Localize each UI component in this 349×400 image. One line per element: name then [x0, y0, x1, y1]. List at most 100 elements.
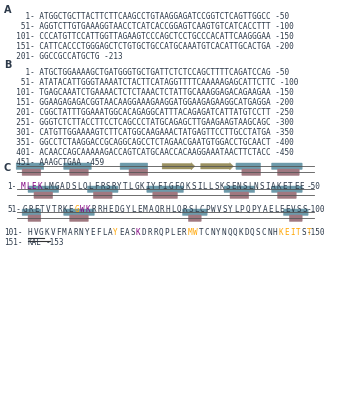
Text: C: C [205, 228, 209, 237]
Text: T: T [52, 205, 56, 214]
Text: I: I [265, 182, 270, 191]
Text: -153: -153 [45, 238, 64, 247]
Text: D: D [142, 228, 146, 237]
FancyBboxPatch shape [22, 169, 41, 176]
Text: P: P [164, 228, 169, 237]
Text: Q: Q [180, 182, 185, 191]
Text: G: G [120, 205, 125, 214]
Text: 101- CCCATGTTCCATTGGTTAGAAGTCCCAGCTCCTGCCCACATTCAAGGGAA -150: 101- CCCATGTTCCATTGGTTAGAAGTCCCAGCTCCTGC… [7, 32, 294, 41]
Text: T: T [307, 228, 312, 237]
FancyBboxPatch shape [147, 186, 183, 192]
Text: L: L [171, 205, 176, 214]
Text: K: K [63, 205, 68, 214]
Text: V: V [34, 228, 38, 237]
Text: K: K [279, 228, 283, 237]
Text: 101- TGAGCAAATCTGAAAACTCTCTAAACTCTATTGCAAAGGAGACAGAAGAA -150: 101- TGAGCAAATCTGAAAACTCTCTAAACTCTATTGCA… [7, 88, 294, 97]
FancyBboxPatch shape [64, 209, 94, 216]
Text: L: L [131, 205, 136, 214]
Text: E: E [285, 205, 290, 214]
Text: T: T [123, 182, 127, 191]
Text: 101-: 101- [5, 228, 23, 237]
Text: F: F [56, 228, 61, 237]
Text: Q: Q [83, 182, 88, 191]
Text: L: L [234, 205, 239, 214]
Text: KAE: KAE [28, 238, 42, 247]
FancyBboxPatch shape [224, 186, 255, 192]
FancyBboxPatch shape [69, 169, 88, 176]
Text: E: E [231, 182, 236, 191]
Text: L: L [43, 182, 48, 191]
Text: S: S [191, 182, 196, 191]
Text: L: L [194, 205, 199, 214]
Text: N: N [210, 228, 215, 237]
FancyBboxPatch shape [289, 215, 302, 222]
Text: E: E [119, 228, 124, 237]
Text: S: S [214, 182, 219, 191]
Text: L: L [26, 182, 31, 191]
Text: R: R [183, 205, 187, 214]
Text: L: L [274, 205, 279, 214]
Text: L: L [128, 182, 133, 191]
FancyBboxPatch shape [28, 215, 41, 222]
Text: A: A [271, 182, 276, 191]
Text: Y: Y [126, 205, 130, 214]
Text: E: E [280, 205, 284, 214]
FancyBboxPatch shape [188, 215, 201, 222]
Text: W: W [211, 205, 216, 214]
Text: K: K [136, 228, 141, 237]
Text: E: E [137, 205, 142, 214]
Text: N: N [237, 182, 242, 191]
Text: H: H [103, 205, 107, 214]
Text: Q: Q [227, 228, 232, 237]
Text: Y: Y [151, 182, 156, 191]
Text: -150: -150 [306, 228, 325, 237]
FancyBboxPatch shape [277, 192, 296, 198]
Text: L: L [170, 228, 175, 237]
Text: M: M [49, 182, 53, 191]
Text: E: E [294, 182, 298, 191]
FancyBboxPatch shape [120, 163, 148, 170]
Text: I: I [146, 182, 150, 191]
Text: W: W [193, 228, 198, 237]
Text: 1- ATGGCTGCTTACTTCTTCAAGCCTGTAAGGAGATCCGGTCTCAGTTGGCC -50: 1- ATGGCTGCTTACTTCTTCAAGCCTGTAAGGAGATCCG… [7, 12, 290, 21]
Text: 251- GGGTCTCTTACCTTCCTCAGCCCTATGCAGAGCTTGAAGAAGTAAGCAGC -300: 251- GGGTCTCTTACCTTCCTCAGCCCTATGCAGAGCTT… [7, 118, 294, 127]
FancyBboxPatch shape [277, 169, 299, 176]
Text: E: E [268, 205, 273, 214]
Text: 151- CATTCACCCTGGGAGCTCTGTGCTGCCATGCAAATGTCACATTGCACTGA -200: 151- CATTCACCCTGGGAGCTCTGTGCTGCCATGCAAAT… [7, 42, 294, 51]
Text: E: E [35, 205, 39, 214]
Text: K: K [86, 205, 90, 214]
Text: V: V [291, 205, 296, 214]
Text: K: K [140, 182, 144, 191]
Text: P: P [240, 205, 244, 214]
Text: M: M [62, 228, 67, 237]
Text: S: S [301, 228, 306, 237]
Text: E: E [69, 205, 73, 214]
Text: I: I [290, 228, 295, 237]
Text: R: R [181, 228, 186, 237]
Text: S: S [260, 182, 264, 191]
Text: 1-: 1- [7, 182, 17, 191]
FancyBboxPatch shape [153, 192, 177, 198]
Text: V: V [51, 228, 55, 237]
FancyBboxPatch shape [242, 169, 261, 176]
FancyBboxPatch shape [283, 209, 308, 216]
Text: 51-: 51- [7, 205, 21, 214]
Text: D: D [66, 182, 70, 191]
FancyBboxPatch shape [64, 163, 91, 170]
Text: L: L [77, 182, 82, 191]
Text: 201- CGGCTATTTGGAAATGGCACAGAGGCATTTACAGAGATCATTATGTCCTT -250: 201- CGGCTATTTGGAAATGGCACAGAGGCATTTACAGA… [7, 108, 294, 117]
Text: K: K [239, 228, 243, 237]
Text: G: G [169, 182, 173, 191]
FancyBboxPatch shape [94, 192, 112, 198]
Text: D: D [244, 228, 249, 237]
Text: F: F [96, 228, 101, 237]
Text: S: S [72, 182, 76, 191]
Text: K: K [45, 228, 50, 237]
Text: V: V [46, 205, 51, 214]
Text: I: I [197, 182, 202, 191]
Text: K: K [186, 182, 190, 191]
Text: M: M [143, 205, 147, 214]
Text: P: P [206, 205, 210, 214]
Text: 151-: 151- [5, 238, 23, 247]
Text: G: G [23, 205, 28, 214]
